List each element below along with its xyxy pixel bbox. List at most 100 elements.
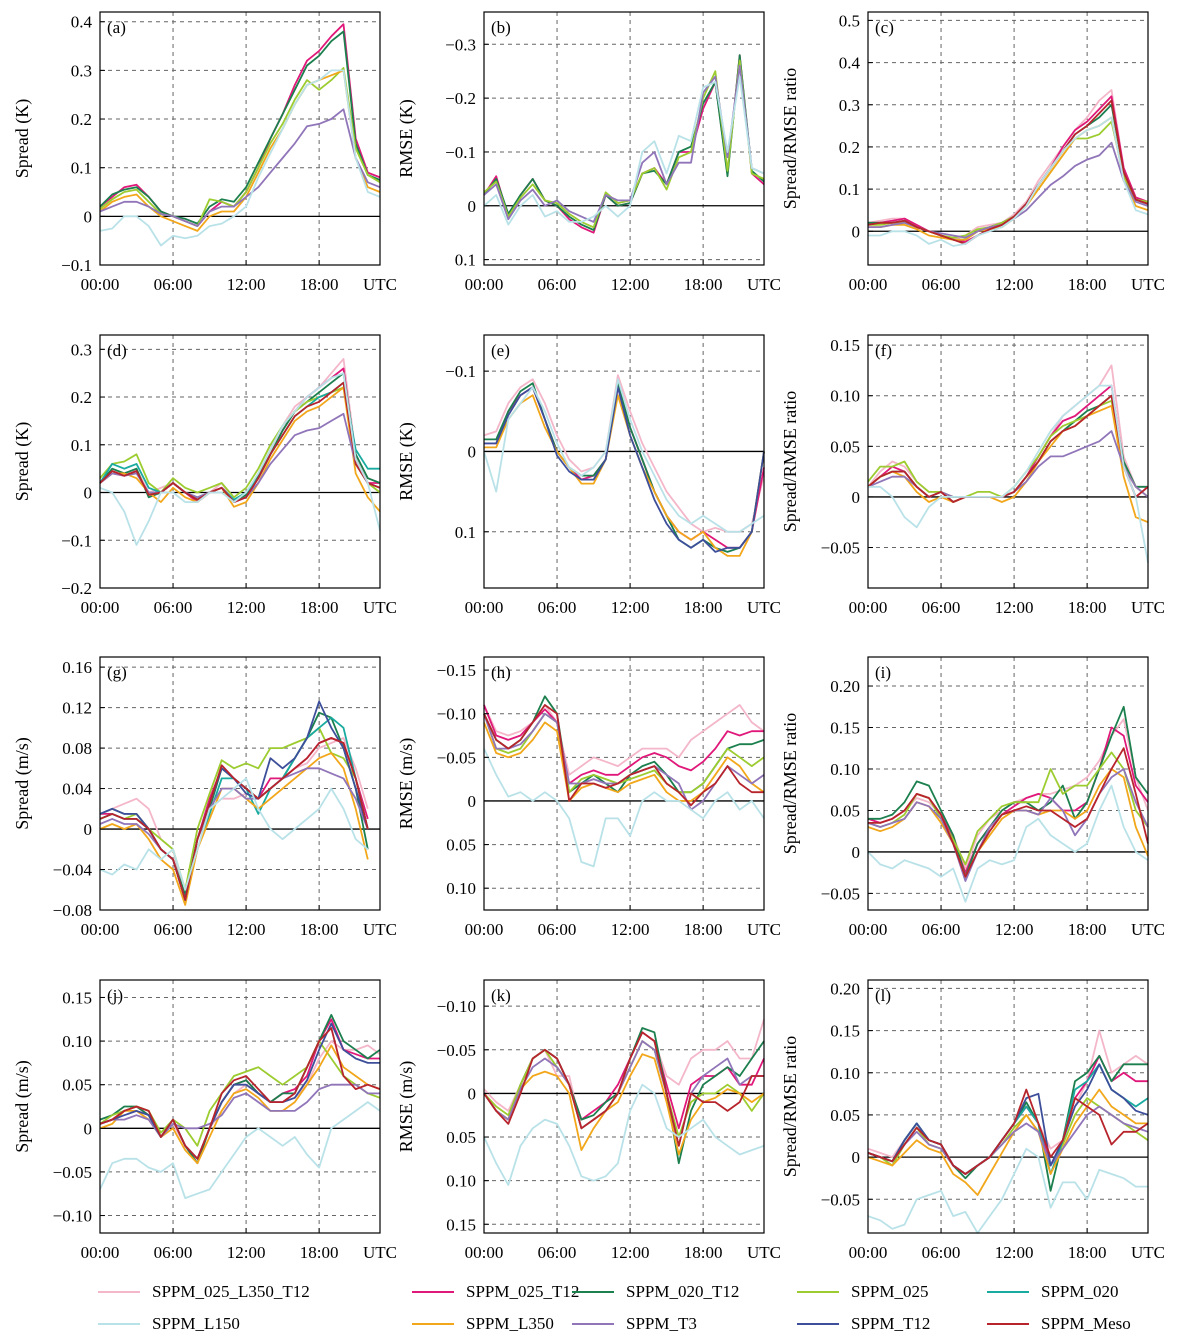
- y-tick-label: 0: [852, 222, 861, 241]
- panel-d: −0.2 −0.1 0 0.1 0.2 0.3 00:00 06:00 12:00 18:00 UT…: [12, 334, 397, 617]
- series-line-SPPM_T3: [867, 768, 1149, 882]
- y-tick-label: 0.1: [71, 159, 92, 178]
- y-axis-label: RMSE (K): [396, 99, 417, 178]
- plot-frame: [99, 979, 381, 1234]
- y-tick-label: 0.1: [839, 180, 860, 199]
- legend-item-SPPM_020_T12: SPPM_020_T12: [572, 1280, 739, 1304]
- legend-swatch: [98, 1323, 140, 1325]
- x-tick-label: 12:00: [611, 920, 650, 939]
- y-tick-label: 0.20: [830, 677, 860, 696]
- plot-frame: [99, 334, 381, 589]
- y-tick-label: −0.05: [821, 1190, 860, 1209]
- series-line-SPPM_020_T12: [867, 394, 1148, 503]
- x-tick-label: 12:00: [611, 275, 650, 294]
- legend-item-SPPM_T12: SPPM_T12: [797, 1312, 930, 1336]
- y-tick-label: 0.2: [839, 138, 860, 157]
- y-tick-label: 0.08: [62, 739, 92, 758]
- x-tick-label: 06:00: [154, 1243, 193, 1262]
- series-line-SPPM_020_T12: [483, 695, 765, 794]
- panel-letter: (f): [875, 341, 892, 360]
- x-tick-label: UTC: [363, 275, 397, 294]
- series-line-SPPM_L150: [483, 1083, 765, 1186]
- y-axis-label: RMSE (m/s): [396, 1061, 417, 1153]
- legend-item-SPPM_Meso: SPPM_Meso: [987, 1312, 1131, 1336]
- x-tick-label: UTC: [747, 1243, 781, 1262]
- y-tick-label: 0.3: [71, 61, 92, 80]
- y-tick-label: 0: [852, 488, 861, 507]
- series-line-SPPM_L150: [483, 75, 765, 226]
- series-line-SPPM_L350: [99, 69, 381, 232]
- y-tick-label: 0.05: [446, 836, 476, 855]
- series-line-SPPM_T3: [483, 64, 765, 223]
- y-tick-label: 0: [468, 442, 477, 461]
- y-tick-label: −0.2: [445, 89, 476, 108]
- x-tick-label: 18:00: [1068, 1243, 1107, 1262]
- y-tick-label: −0.05: [821, 884, 860, 903]
- x-tick-label: UTC: [1131, 1243, 1165, 1262]
- y-axis-label: Spread/RMSE ratio: [780, 391, 800, 533]
- x-tick-label: UTC: [1131, 275, 1165, 294]
- x-tick-label: 00:00: [81, 1243, 120, 1262]
- legend-item-SPPM_025_T12: SPPM_025_T12: [412, 1280, 579, 1304]
- legend-swatch: [987, 1323, 1029, 1325]
- panel-letter: (c): [875, 18, 894, 37]
- x-tick-label: 00:00: [81, 920, 120, 939]
- x-tick-label: 06:00: [538, 598, 577, 617]
- series-line-SPPM_025: [99, 67, 381, 228]
- x-tick-label: 06:00: [154, 275, 193, 294]
- x-tick-label: 00:00: [849, 920, 888, 939]
- legend-item-SPPM_025: SPPM_025: [797, 1280, 928, 1304]
- x-tick-label: 00:00: [465, 920, 504, 939]
- y-tick-label: 0.2: [71, 388, 92, 407]
- series-line-SPPM_025_L350_T12: [867, 1029, 1149, 1175]
- plot-frame: [483, 11, 765, 266]
- series-line-SPPM_T3: [99, 412, 381, 504]
- x-tick-label: 18:00: [300, 598, 339, 617]
- legend-label: SPPM_020: [1041, 1282, 1119, 1301]
- x-tick-label: 06:00: [154, 920, 193, 939]
- x-tick-label: 06:00: [538, 275, 577, 294]
- x-tick-label: 12:00: [995, 920, 1034, 939]
- x-tick-label: 18:00: [684, 920, 723, 939]
- x-tick-label: 18:00: [300, 920, 339, 939]
- x-tick-label: 12:00: [995, 1243, 1034, 1262]
- series-line-SPPM_025_L350_T12: [483, 374, 765, 533]
- series-line-SPPM_L350: [867, 1088, 1148, 1196]
- legend-label: SPPM_020_T12: [626, 1282, 740, 1301]
- series-line-SPPM_L150: [99, 777, 369, 891]
- y-axis-label: Spread (m/s): [12, 1060, 33, 1152]
- y-tick-label: −0.05: [821, 539, 860, 558]
- plot-frame: [483, 334, 765, 589]
- y-tick-label: 0: [84, 207, 93, 226]
- y-tick-label: −0.05: [437, 748, 476, 767]
- series-line-SPPM_025: [483, 59, 765, 229]
- panel-h: −0.15 −0.10 −0.05 0 0.05 0.10 00:00 06:00 12:00 1…: [396, 656, 781, 939]
- legend-swatch: [412, 1323, 454, 1325]
- plot-frame: [99, 11, 381, 266]
- x-tick-label: 00:00: [465, 1243, 504, 1262]
- y-tick-label: −0.15: [437, 661, 476, 680]
- x-tick-label: 00:00: [81, 598, 120, 617]
- x-tick-label: 12:00: [995, 275, 1034, 294]
- series-line-SPPM_Meso: [483, 704, 764, 807]
- y-tick-label: 0.15: [446, 1215, 476, 1234]
- panel-letter: (i): [875, 663, 891, 682]
- y-tick-label: 0: [84, 820, 93, 839]
- legend-label: SPPM_Meso: [1041, 1314, 1131, 1333]
- x-tick-label: 00:00: [849, 1243, 888, 1262]
- y-tick-label: −0.04: [53, 861, 93, 880]
- y-tick-label: 0.10: [446, 1172, 476, 1191]
- y-tick-label: 0.12: [62, 699, 92, 718]
- x-tick-label: 18:00: [300, 1243, 339, 1262]
- y-tick-label: −0.3: [445, 35, 476, 54]
- y-tick-label: 0.3: [71, 340, 92, 359]
- y-tick-label: 0.16: [62, 658, 92, 677]
- y-tick-label: 0.3: [839, 96, 860, 115]
- y-axis-label: Spread/RMSE ratio: [780, 713, 800, 855]
- panel-b: −0.3 −0.2 −0.1 0 0.1 00:00 06:00 12:00 18:00 UTC (…: [396, 11, 781, 294]
- panel-letter: (l): [875, 986, 891, 1005]
- y-tick-label: 0: [468, 197, 477, 216]
- legend-label: SPPM_025: [851, 1282, 929, 1301]
- x-tick-label: 18:00: [1068, 275, 1107, 294]
- panel-letter: (g): [107, 663, 127, 682]
